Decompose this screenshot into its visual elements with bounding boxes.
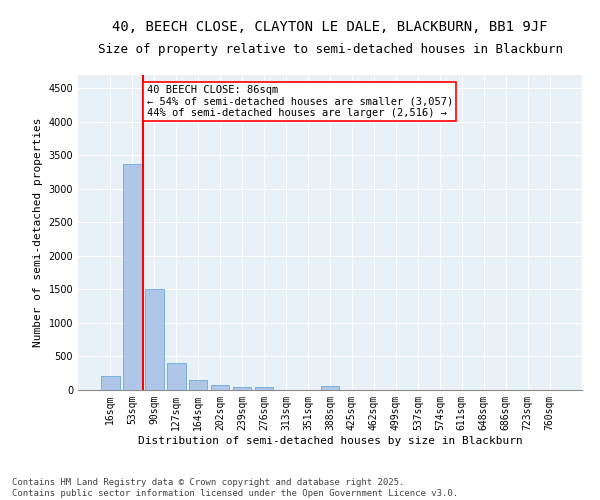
Bar <box>145 289 164 390</box>
Bar <box>255 388 274 390</box>
Bar <box>320 386 340 390</box>
Bar <box>167 363 185 390</box>
Text: 40 BEECH CLOSE: 86sqm
← 54% of semi-detached houses are smaller (3,057)
44% of s: 40 BEECH CLOSE: 86sqm ← 54% of semi-deta… <box>146 85 453 118</box>
Bar <box>123 164 142 390</box>
Y-axis label: Number of semi-detached properties: Number of semi-detached properties <box>33 118 43 347</box>
Bar <box>101 376 119 390</box>
Text: Contains HM Land Registry data © Crown copyright and database right 2025.
Contai: Contains HM Land Registry data © Crown c… <box>12 478 458 498</box>
X-axis label: Distribution of semi-detached houses by size in Blackburn: Distribution of semi-detached houses by … <box>137 436 523 446</box>
Bar <box>189 380 208 390</box>
Bar <box>211 385 229 390</box>
Bar <box>233 387 251 390</box>
Text: Size of property relative to semi-detached houses in Blackburn: Size of property relative to semi-detach… <box>97 42 563 56</box>
Text: 40, BEECH CLOSE, CLAYTON LE DALE, BLACKBURN, BB1 9JF: 40, BEECH CLOSE, CLAYTON LE DALE, BLACKB… <box>112 20 548 34</box>
